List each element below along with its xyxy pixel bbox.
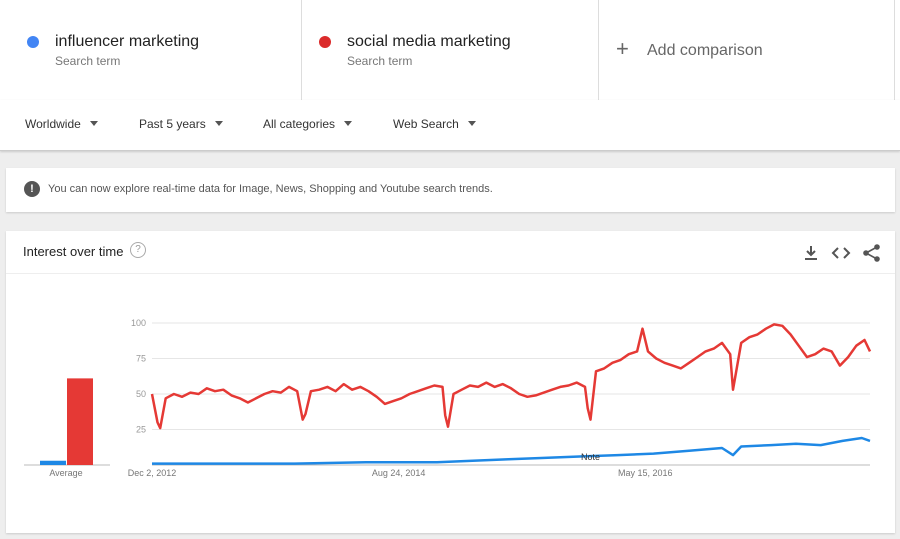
category-dropdown[interactable]: All categories	[263, 117, 353, 131]
time-range-dropdown[interactable]: Past 5 years	[139, 117, 223, 131]
help-icon[interactable]: ?	[130, 242, 146, 258]
plus-icon: +	[616, 36, 629, 61]
average-label: Average	[49, 468, 82, 478]
term-subtitle: Search term	[55, 54, 121, 68]
series-color-dot	[319, 36, 331, 48]
search-terms-bar: influencer marketing Search term social …	[0, 0, 900, 101]
filter-bar: Worldwide Past 5 years All categories We…	[0, 100, 900, 151]
search-type-label: Web Search	[393, 117, 459, 131]
region-dropdown[interactable]: Worldwide	[25, 117, 98, 131]
series-line	[152, 436, 871, 465]
term-card-influencer-marketing[interactable]: influencer marketing Search term	[5, 0, 302, 100]
card-title: Interest over time	[23, 244, 124, 259]
add-comparison-button[interactable]: + Add comparison	[598, 0, 895, 100]
share-icon[interactable]	[862, 243, 882, 263]
term-name[interactable]: social media marketing	[347, 33, 511, 50]
interest-over-time-card: Interest over time ?	[6, 231, 895, 533]
series-color-dot	[27, 36, 39, 48]
chevron-down-icon	[467, 121, 476, 126]
average-bar	[40, 460, 66, 465]
y-tick-label: 100	[131, 318, 146, 328]
time-range-label: Past 5 years	[139, 117, 206, 131]
y-tick-label: 50	[136, 389, 146, 399]
x-tick-label: Aug 24, 2014	[372, 468, 426, 478]
term-subtitle: Search term	[347, 54, 413, 68]
y-tick-label: 75	[136, 354, 146, 364]
chevron-down-icon	[214, 121, 223, 126]
chevron-down-icon	[89, 121, 98, 126]
x-tick-label: Dec 2, 2012	[128, 468, 177, 478]
card-divider	[6, 273, 895, 274]
y-tick-label: 25	[136, 425, 146, 435]
region-label: Worldwide	[25, 117, 81, 131]
x-tick-label: May 15, 2016	[618, 468, 673, 478]
category-label: All categories	[263, 117, 336, 131]
notice-text: You can now explore real-time data for I…	[48, 183, 493, 195]
add-comparison-label: Add comparison	[647, 42, 763, 59]
download-icon[interactable]	[801, 243, 821, 263]
term-name[interactable]: influencer marketing	[55, 33, 200, 50]
chevron-down-icon	[344, 121, 353, 126]
average-bar	[67, 378, 93, 465]
note-annotation: Note	[581, 452, 600, 462]
info-icon: !	[24, 181, 40, 197]
term-card-social-media-marketing[interactable]: social media marketing Search term	[301, 0, 599, 100]
info-notice: ! You can now explore real-time data for…	[6, 168, 895, 212]
series-line	[150, 323, 872, 430]
search-type-dropdown[interactable]: Web Search	[393, 117, 476, 131]
embed-icon[interactable]	[831, 243, 851, 263]
